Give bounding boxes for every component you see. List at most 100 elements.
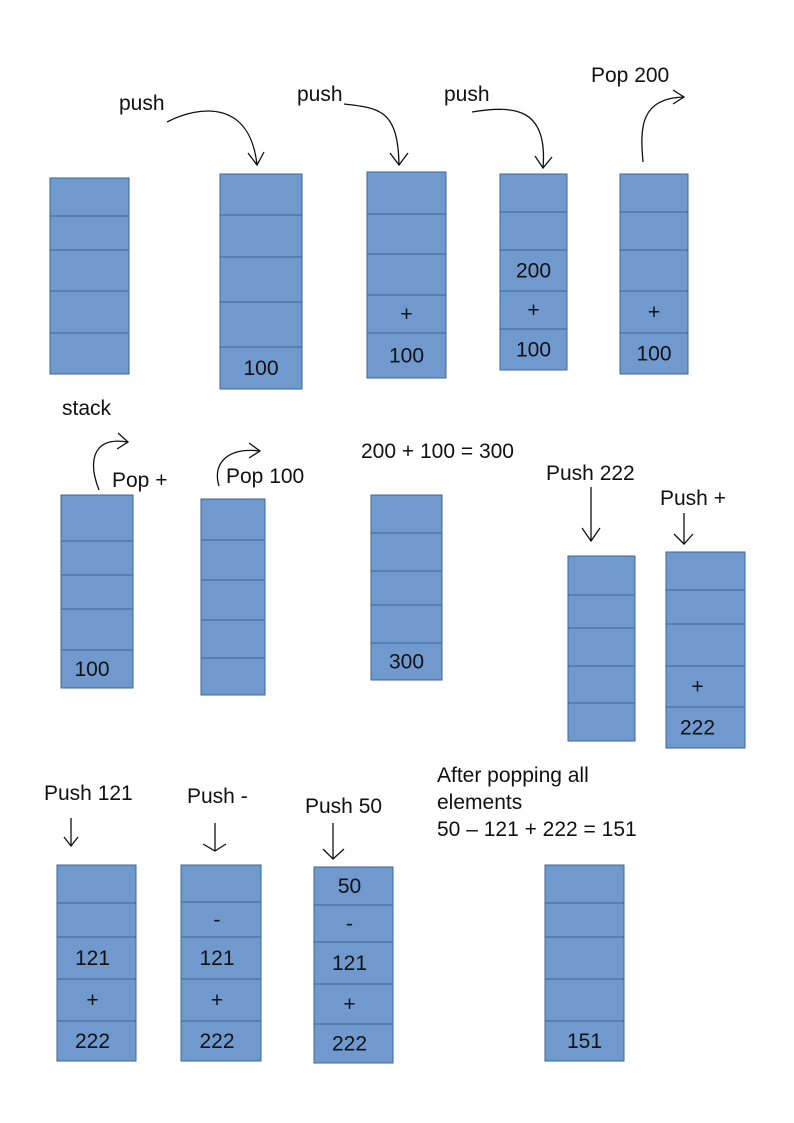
stack-cell-value: +	[400, 303, 412, 326]
stack-step-2: +100	[366, 171, 447, 379]
stack-cell	[56, 936, 137, 980]
stack-cell	[366, 253, 447, 296]
stack-cell	[219, 214, 303, 258]
stack-cell	[619, 249, 689, 292]
stack-cell	[665, 589, 746, 625]
down-arrow-icon	[202, 823, 227, 852]
stack-step-11: - 121 +222	[180, 864, 262, 1062]
stack-cell	[370, 532, 443, 572]
push-222-label: Push 222	[546, 462, 635, 485]
push-50-label: Push 50	[305, 795, 382, 818]
stack-cell-value: +	[527, 299, 539, 322]
pop-200-label: Pop 200	[591, 64, 669, 87]
stack-cell-value: 100	[74, 658, 109, 681]
stack-cell	[665, 665, 746, 708]
stack-cell	[313, 941, 394, 985]
pop-arrow-icon	[92, 432, 130, 491]
stack-cell	[180, 864, 262, 903]
stack-cell	[60, 494, 134, 542]
stack-final: 151	[544, 864, 625, 1062]
stack-cell-value: 300	[389, 651, 424, 674]
push-121-label: Push 121	[44, 782, 133, 805]
stack-cell-value: 222	[75, 1030, 110, 1053]
stack-cell	[49, 215, 130, 251]
stack-cell	[370, 570, 443, 606]
stack-cell-value: 121	[332, 952, 367, 975]
stack-cell	[180, 1020, 262, 1062]
stack-cell-value: 151	[567, 1030, 602, 1053]
stack-cell	[313, 983, 394, 1025]
stack-cell-value: 121	[75, 947, 110, 970]
stack-cell	[200, 498, 266, 541]
stack-cell	[499, 173, 568, 213]
stack-cell	[567, 627, 636, 667]
stack-step-9: +222	[665, 551, 746, 749]
down-arrow-icon	[63, 818, 79, 848]
stack-step-8	[567, 555, 636, 742]
stack-cell-value: 222	[199, 1030, 234, 1053]
stack-cell	[619, 290, 689, 334]
stack-cell-value: 121	[199, 947, 234, 970]
stack-cell	[567, 555, 636, 596]
stack-cell-value: -	[214, 909, 221, 932]
stack-cell	[60, 540, 134, 576]
stack-cell	[544, 864, 625, 904]
pop-arrow-icon	[216, 442, 262, 487]
stack-label: stack	[62, 397, 112, 420]
stack-cell	[544, 902, 625, 938]
stack-cell	[49, 290, 130, 334]
stack-cell	[200, 539, 266, 581]
stack-cell-value: 200	[516, 260, 551, 283]
stack-cell	[619, 173, 689, 213]
stack-cell	[219, 301, 303, 348]
stack-cell-value: 222	[680, 717, 715, 740]
stack-cell-value: 100	[389, 345, 424, 368]
down-arrow-icon	[581, 487, 601, 543]
stack-step-10: 121 +222	[56, 864, 137, 1062]
stack-step-6	[200, 498, 266, 696]
after-popping-line-2: elements	[437, 791, 522, 814]
stack-step-4: +100	[619, 173, 689, 375]
stack-cell-value: 100	[636, 343, 671, 366]
stack-cell-value: 50	[338, 875, 361, 898]
stack-cell	[370, 494, 443, 534]
stack-cell	[366, 171, 447, 215]
stack-empty	[49, 177, 130, 375]
stack-step-7: 300	[370, 494, 443, 681]
stack-cell-value: +	[211, 989, 223, 1012]
stack-cell	[200, 579, 266, 621]
after-popping-line-1: After popping all	[437, 764, 589, 787]
stack-cell	[665, 623, 746, 667]
stack-cell	[313, 904, 394, 943]
stack-cell	[544, 978, 625, 1022]
stack-cell	[619, 211, 689, 251]
stack-cell	[499, 290, 568, 330]
stack-step-3: 200 +100	[499, 173, 568, 371]
push-label-1: push	[119, 92, 165, 115]
stack-cell	[370, 604, 443, 644]
stack-cell	[567, 665, 636, 704]
push-label-2: push	[297, 83, 343, 106]
stack-cell	[56, 864, 137, 904]
stack-cell	[60, 649, 134, 689]
stack-step-5: 100	[60, 494, 134, 689]
stack-cell	[180, 936, 262, 980]
curved-arrow-icon	[166, 110, 265, 167]
stack-cell-value: 222	[332, 1033, 367, 1056]
stack-cell	[219, 346, 303, 390]
stack-cell	[366, 332, 447, 379]
stack-cell	[49, 249, 130, 292]
stack-cell	[60, 574, 134, 610]
stack-cell	[619, 332, 689, 375]
push-minus-label: Push -	[187, 785, 248, 808]
stack-cell-value: +	[691, 676, 703, 699]
stack-cell-value: +	[86, 989, 98, 1012]
stack-cell	[219, 256, 303, 303]
stack-cell	[313, 866, 394, 906]
stack-cell	[370, 642, 443, 681]
stack-cell	[366, 213, 447, 255]
stack-cell	[200, 619, 266, 659]
stack-cell-value: -	[346, 913, 353, 936]
